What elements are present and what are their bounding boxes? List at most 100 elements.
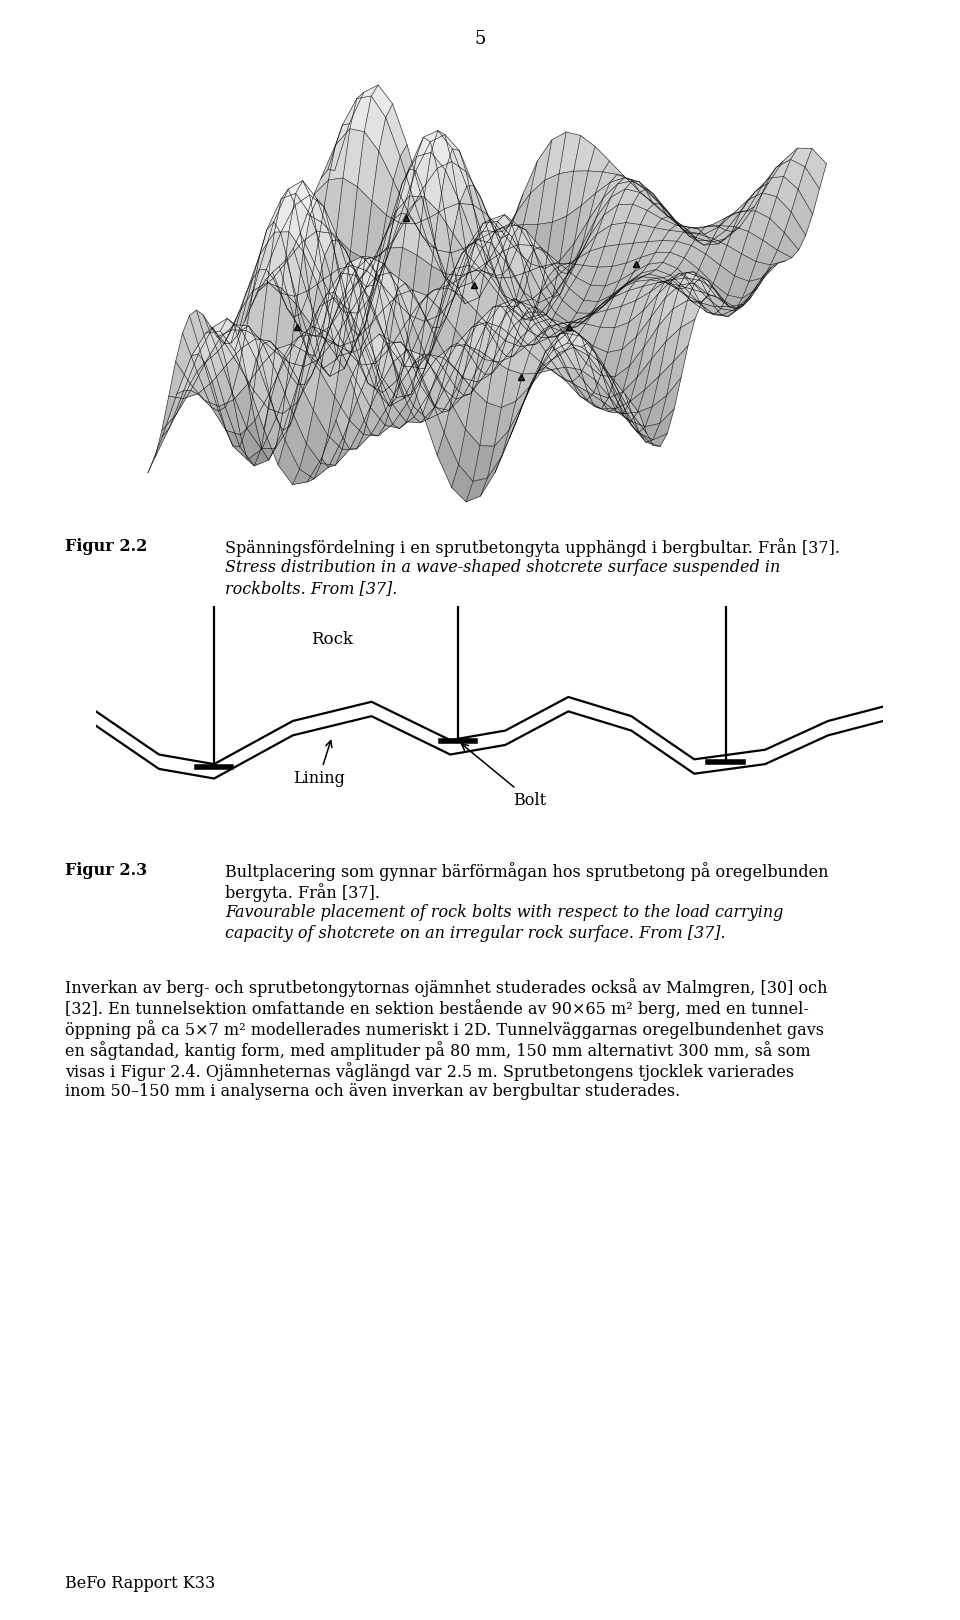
Polygon shape <box>183 353 205 390</box>
Polygon shape <box>489 274 510 306</box>
Polygon shape <box>736 285 757 309</box>
Polygon shape <box>593 376 615 399</box>
Polygon shape <box>639 433 660 447</box>
Polygon shape <box>326 300 348 342</box>
Polygon shape <box>540 264 561 287</box>
Polygon shape <box>613 282 636 296</box>
Polygon shape <box>379 215 400 256</box>
Polygon shape <box>517 293 539 321</box>
Polygon shape <box>621 287 643 306</box>
Polygon shape <box>735 288 756 311</box>
Polygon shape <box>313 371 335 436</box>
Polygon shape <box>656 262 678 275</box>
Polygon shape <box>647 204 668 219</box>
Polygon shape <box>488 215 509 232</box>
Polygon shape <box>474 232 495 275</box>
Polygon shape <box>542 324 564 337</box>
Polygon shape <box>343 92 364 125</box>
Polygon shape <box>593 327 614 352</box>
Polygon shape <box>220 324 241 364</box>
Text: Figur 2.2: Figur 2.2 <box>65 538 148 556</box>
Polygon shape <box>654 204 676 220</box>
Polygon shape <box>260 199 281 254</box>
Polygon shape <box>296 180 317 214</box>
Polygon shape <box>543 326 564 356</box>
Polygon shape <box>560 206 581 261</box>
Polygon shape <box>511 272 532 303</box>
Polygon shape <box>302 232 324 290</box>
Polygon shape <box>589 198 611 237</box>
Polygon shape <box>299 306 320 337</box>
Polygon shape <box>548 313 570 332</box>
Polygon shape <box>770 196 791 233</box>
Polygon shape <box>416 143 437 188</box>
Polygon shape <box>639 190 661 204</box>
Polygon shape <box>521 324 542 345</box>
Polygon shape <box>574 136 595 172</box>
Polygon shape <box>340 340 361 364</box>
Polygon shape <box>650 279 671 285</box>
Polygon shape <box>485 348 506 374</box>
Polygon shape <box>324 240 346 306</box>
Polygon shape <box>561 251 583 274</box>
Polygon shape <box>471 326 492 368</box>
Polygon shape <box>701 280 722 300</box>
Polygon shape <box>364 389 386 434</box>
Polygon shape <box>492 293 513 342</box>
Polygon shape <box>398 284 420 324</box>
Polygon shape <box>459 202 480 248</box>
Polygon shape <box>228 319 249 330</box>
Polygon shape <box>279 259 300 318</box>
Polygon shape <box>389 301 410 366</box>
Polygon shape <box>684 246 706 269</box>
Polygon shape <box>430 374 451 433</box>
Polygon shape <box>530 337 551 364</box>
Polygon shape <box>394 350 415 384</box>
Polygon shape <box>632 426 653 442</box>
Polygon shape <box>219 400 240 434</box>
Polygon shape <box>431 131 452 170</box>
Polygon shape <box>544 353 566 369</box>
Polygon shape <box>260 282 282 352</box>
Polygon shape <box>455 296 477 348</box>
Polygon shape <box>491 222 512 261</box>
Polygon shape <box>370 272 392 337</box>
Polygon shape <box>233 384 254 434</box>
Polygon shape <box>443 389 464 413</box>
Polygon shape <box>314 146 335 194</box>
Polygon shape <box>607 290 629 309</box>
Polygon shape <box>361 337 382 389</box>
Polygon shape <box>381 248 402 301</box>
Polygon shape <box>417 198 439 266</box>
Polygon shape <box>390 326 412 381</box>
Polygon shape <box>567 220 588 274</box>
Polygon shape <box>400 363 421 403</box>
Polygon shape <box>448 329 469 377</box>
Polygon shape <box>398 348 420 407</box>
Polygon shape <box>391 272 412 295</box>
Polygon shape <box>694 277 716 296</box>
Polygon shape <box>554 259 576 272</box>
Polygon shape <box>610 381 632 426</box>
Polygon shape <box>390 394 411 407</box>
Polygon shape <box>368 384 390 407</box>
Polygon shape <box>698 225 719 235</box>
Polygon shape <box>581 337 603 374</box>
Polygon shape <box>684 227 705 235</box>
Polygon shape <box>321 125 343 178</box>
Text: Stress distribution in a wave-shaped shotcrete surface suspended in: Stress distribution in a wave-shaped sho… <box>225 559 780 577</box>
Polygon shape <box>610 397 631 421</box>
Polygon shape <box>548 269 569 300</box>
Polygon shape <box>532 296 553 321</box>
Polygon shape <box>444 345 465 371</box>
Polygon shape <box>435 379 457 413</box>
Polygon shape <box>486 305 507 337</box>
Polygon shape <box>467 172 488 215</box>
Text: Bolt: Bolt <box>462 744 546 808</box>
Text: BeFo Rapport K33: BeFo Rapport K33 <box>65 1575 215 1592</box>
Polygon shape <box>475 261 496 279</box>
Polygon shape <box>288 241 309 296</box>
Polygon shape <box>317 232 338 279</box>
Polygon shape <box>356 337 377 408</box>
Polygon shape <box>625 408 646 442</box>
